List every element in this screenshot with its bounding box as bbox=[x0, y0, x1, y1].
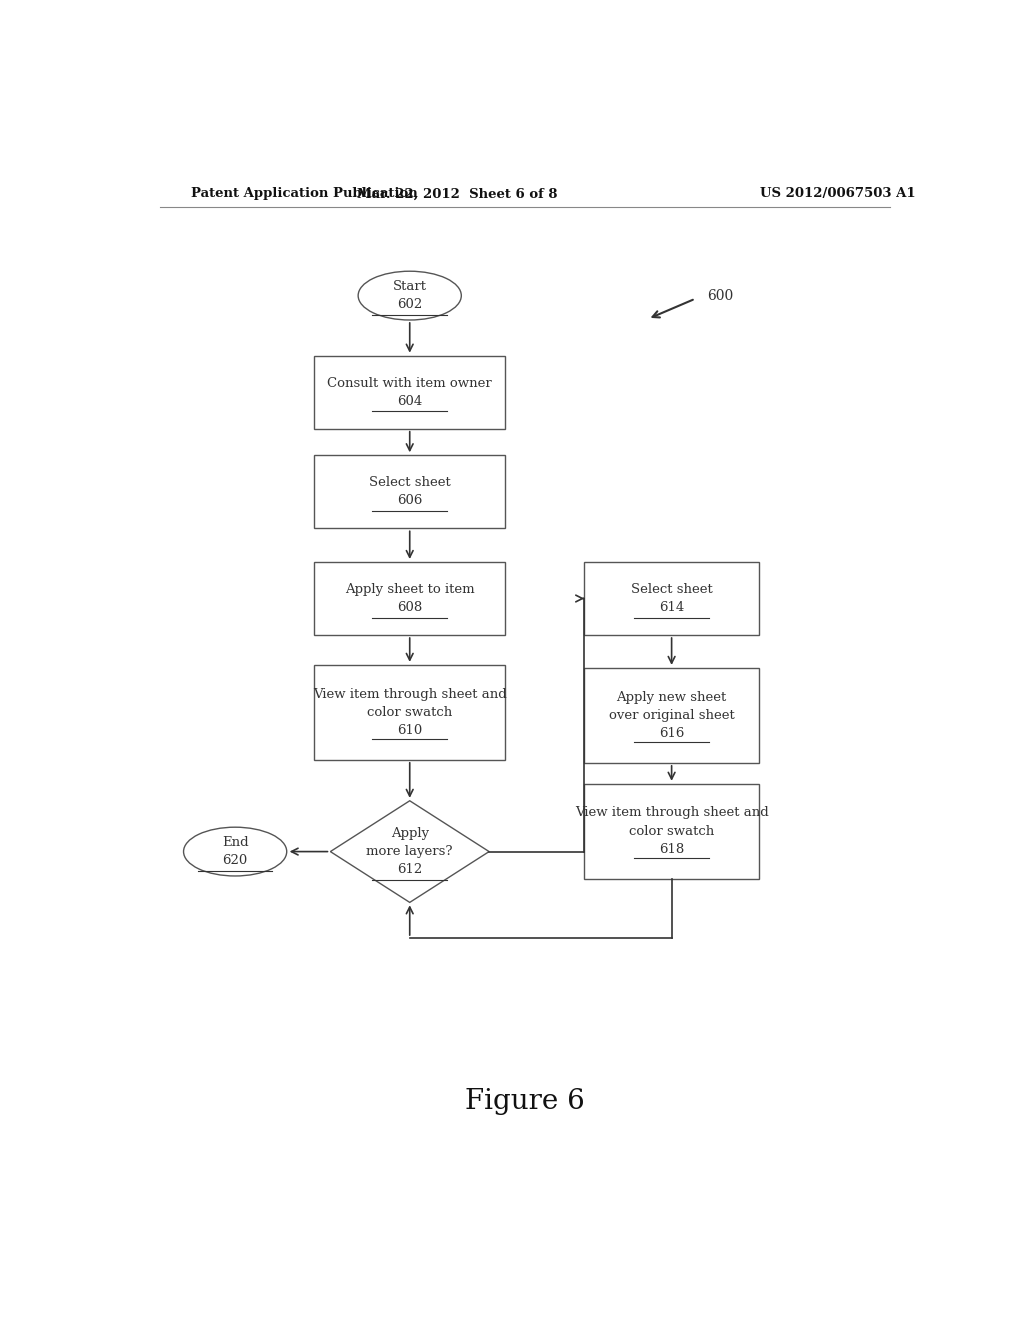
Text: 610: 610 bbox=[397, 725, 422, 737]
FancyBboxPatch shape bbox=[585, 784, 759, 879]
Text: 620: 620 bbox=[222, 854, 248, 867]
Text: US 2012/0067503 A1: US 2012/0067503 A1 bbox=[761, 187, 916, 201]
Text: 612: 612 bbox=[397, 863, 422, 876]
Text: Apply new sheet: Apply new sheet bbox=[616, 690, 727, 704]
Text: Select sheet: Select sheet bbox=[631, 583, 713, 595]
Text: View item through sheet and: View item through sheet and bbox=[574, 807, 768, 820]
Text: 604: 604 bbox=[397, 395, 422, 408]
Text: 616: 616 bbox=[658, 727, 684, 741]
Text: 608: 608 bbox=[397, 601, 422, 614]
Text: color swatch: color swatch bbox=[629, 825, 715, 838]
Text: 602: 602 bbox=[397, 298, 422, 312]
FancyBboxPatch shape bbox=[314, 455, 505, 528]
Text: Apply sheet to item: Apply sheet to item bbox=[345, 583, 474, 595]
FancyBboxPatch shape bbox=[585, 562, 759, 635]
Text: 618: 618 bbox=[659, 843, 684, 857]
Text: View item through sheet and: View item through sheet and bbox=[313, 688, 507, 701]
Text: 600: 600 bbox=[708, 289, 733, 302]
FancyBboxPatch shape bbox=[585, 668, 759, 763]
Polygon shape bbox=[331, 801, 489, 903]
Text: Figure 6: Figure 6 bbox=[465, 1088, 585, 1115]
Ellipse shape bbox=[358, 271, 461, 319]
Text: Consult with item owner: Consult with item owner bbox=[328, 376, 493, 389]
FancyBboxPatch shape bbox=[314, 665, 505, 760]
Text: Start: Start bbox=[393, 280, 427, 293]
Text: 606: 606 bbox=[397, 495, 423, 507]
Ellipse shape bbox=[183, 828, 287, 876]
Text: more layers?: more layers? bbox=[367, 845, 453, 858]
Text: End: End bbox=[222, 836, 249, 849]
Text: Select sheet: Select sheet bbox=[369, 477, 451, 490]
FancyBboxPatch shape bbox=[314, 562, 505, 635]
Text: Mar. 22, 2012  Sheet 6 of 8: Mar. 22, 2012 Sheet 6 of 8 bbox=[357, 187, 558, 201]
Text: 614: 614 bbox=[659, 601, 684, 614]
Text: Apply: Apply bbox=[391, 826, 429, 840]
Text: color swatch: color swatch bbox=[367, 706, 453, 719]
Text: Patent Application Publication: Patent Application Publication bbox=[191, 187, 418, 201]
Text: over original sheet: over original sheet bbox=[608, 709, 734, 722]
FancyBboxPatch shape bbox=[314, 355, 505, 429]
